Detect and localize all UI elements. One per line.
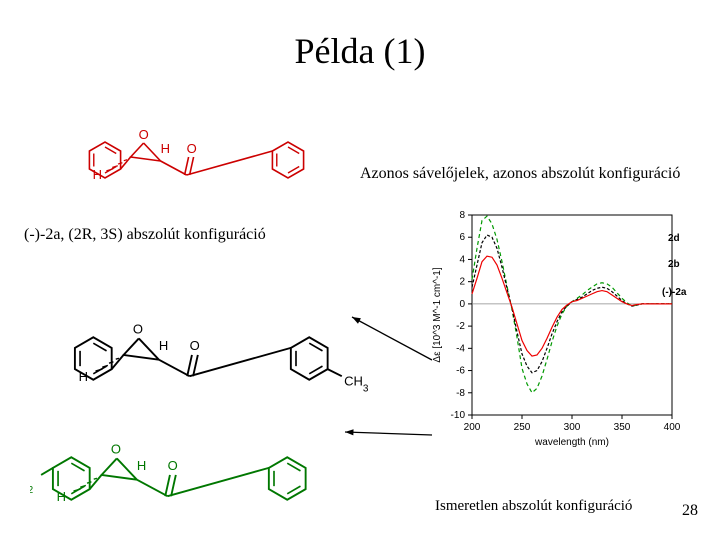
svg-text:2d: 2d (668, 233, 680, 244)
svg-text:250: 250 (514, 422, 531, 433)
svg-text:-10: -10 (451, 410, 466, 421)
svg-text:300: 300 (564, 422, 581, 433)
svg-text:wavelength (nm): wavelength (nm) (534, 437, 609, 448)
svg-text:Δε [10^3 M^-1 cm^-1]: Δε [10^3 M^-1 cm^-1] (432, 267, 443, 362)
svg-text:200: 200 (464, 422, 481, 433)
cd-spectrum-chart: -10 -8 -6 -4 -2 0 2 4 6 8 200 250 300 350 400 2d 2b (-)-2… (430, 205, 690, 463)
svg-text:4: 4 (459, 254, 465, 265)
svg-text:0: 0 (459, 299, 465, 310)
svg-text:-4: -4 (456, 343, 465, 354)
svg-text:(-)-2a: (-)-2a (662, 287, 687, 298)
svg-text:-2: -2 (456, 321, 465, 332)
svg-text:2: 2 (459, 277, 465, 288)
svg-text:8: 8 (459, 210, 465, 221)
svg-text:6: 6 (459, 232, 465, 243)
svg-text:-6: -6 (456, 366, 465, 377)
svg-text:2b: 2b (668, 259, 680, 270)
svg-text:-8: -8 (456, 388, 465, 399)
svg-text:400: 400 (664, 422, 681, 433)
svg-text:350: 350 (614, 422, 631, 433)
